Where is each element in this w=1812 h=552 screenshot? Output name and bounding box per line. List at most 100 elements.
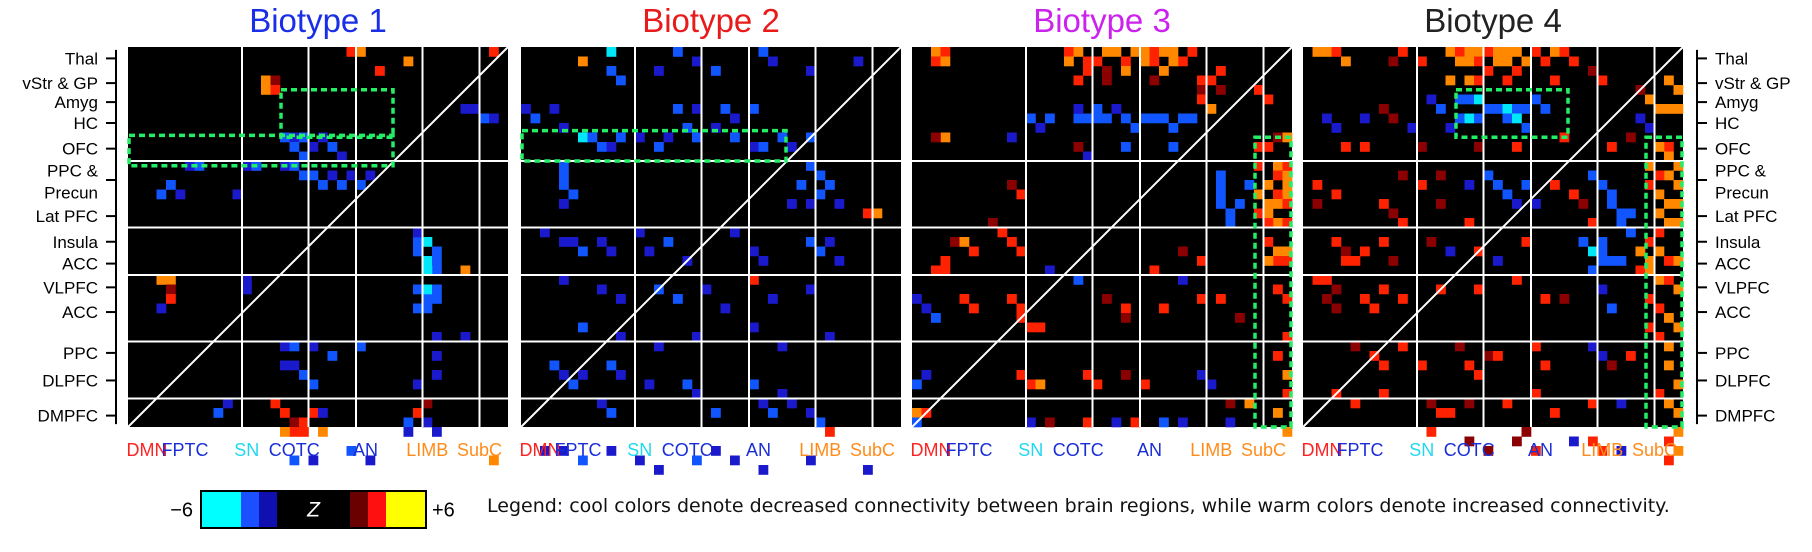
heatmap-cell	[1263, 218, 1274, 228]
heatmap-cell	[673, 294, 683, 304]
heatmap-cell	[1312, 47, 1323, 57]
heatmap-cell	[1483, 351, 1494, 361]
heatmap-cell	[1331, 303, 1342, 314]
heatmap-cell	[1436, 104, 1446, 114]
heatmap-cell	[1664, 341, 1674, 352]
heatmap-cell	[327, 142, 338, 152]
heatmap-cell	[1273, 170, 1283, 181]
heatmap-cell	[1540, 294, 1551, 304]
heatmap-cell	[1341, 142, 1351, 152]
heatmap-cell	[1664, 151, 1674, 162]
network-label: FPTC	[946, 440, 993, 460]
heatmap-cell	[673, 47, 683, 57]
heatmap-cell	[1531, 199, 1541, 209]
heatmap-cell	[1645, 161, 1655, 171]
heatmap-cell	[597, 398, 607, 409]
heatmap-cell	[1512, 47, 1522, 57]
region-label: HC	[73, 114, 98, 133]
heatmap-cell	[413, 408, 423, 418]
heatmap-cell	[1282, 170, 1293, 181]
region-label: Insula	[53, 233, 99, 252]
region-label: ACC	[62, 303, 98, 322]
heatmap-cell	[606, 246, 617, 257]
heatmap-cell	[1083, 370, 1093, 380]
heatmap-cell	[1531, 94, 1541, 105]
heatmap-cell	[1350, 341, 1361, 352]
heatmap-cell	[1654, 303, 1665, 314]
heatmap-cell	[1026, 379, 1036, 390]
heatmap-cell	[1588, 246, 1598, 257]
heatmap-cell	[1083, 66, 1093, 76]
heatmap-cell	[1673, 446, 1684, 456]
heatmap-cell	[796, 180, 807, 190]
highlight-box	[1253, 135, 1293, 429]
heatmap-cell	[568, 237, 579, 247]
heatmap-cell	[1244, 398, 1255, 409]
heatmap-cell	[1282, 256, 1293, 266]
highlight-box	[279, 88, 395, 139]
heatmap-cell	[1616, 218, 1627, 228]
heatmap-cell	[1216, 294, 1226, 304]
heatmap-cell	[758, 256, 769, 266]
region-label: Lat PFC	[1715, 207, 1777, 226]
heatmap-cell	[1282, 199, 1293, 209]
heatmap-cell	[1569, 436, 1579, 447]
panel-title: Biotype 2	[642, 2, 780, 39]
heatmap-cell	[701, 284, 712, 295]
heatmap-cell	[308, 379, 319, 390]
heatmap-cell	[1464, 436, 1475, 447]
heatmap-cell	[1654, 170, 1665, 181]
heatmap-cell	[720, 303, 731, 314]
heatmap-cell	[1388, 256, 1399, 266]
heatmap-cell	[749, 379, 759, 390]
network-label: DMN	[127, 440, 168, 460]
network-label: LIMB	[406, 440, 448, 460]
heatmap-cell	[1398, 341, 1408, 352]
heatmap-cell	[711, 66, 721, 76]
heatmap-cell	[692, 332, 702, 342]
heatmap-cell	[1149, 47, 1160, 57]
heatmap-cell	[1664, 436, 1674, 447]
heatmap-cell	[997, 227, 1008, 238]
region-label: VLPFC	[43, 278, 98, 297]
heatmap-cell	[1502, 47, 1513, 57]
heatmap-cell	[1664, 313, 1674, 323]
heatmap-cell	[1350, 256, 1361, 266]
heatmap-cell	[1398, 294, 1408, 304]
colorscale-swatch	[386, 491, 426, 528]
region-label: Insula	[1715, 233, 1761, 252]
heatmap-cell	[432, 351, 442, 361]
heatmap-cell	[931, 265, 941, 276]
heatmap-cell	[1216, 180, 1226, 190]
heatmap-cell	[479, 113, 490, 124]
heatmap-cell	[1597, 256, 1608, 266]
heatmap-cell	[1445, 75, 1456, 86]
heatmap-cell	[768, 56, 778, 67]
heatmap-cell	[1417, 56, 1427, 67]
heatmap-cell	[1607, 189, 1617, 200]
heatmap-cell	[1225, 417, 1236, 428]
heatmap-cell	[1597, 351, 1608, 361]
heatmap-cell	[1569, 56, 1579, 67]
heatmap-cell	[1569, 189, 1579, 200]
heatmap-cell	[1282, 246, 1293, 257]
heatmap-cell	[587, 132, 598, 143]
heatmap-cell	[1673, 161, 1684, 171]
heatmap-cell	[682, 123, 693, 133]
heatmap-cell	[921, 370, 932, 380]
heatmap-cell	[318, 132, 328, 143]
heatmap-cell	[1597, 180, 1608, 190]
heatmap-cell	[606, 408, 617, 418]
heatmap-cell	[521, 104, 531, 114]
heatmap-cell	[1445, 123, 1456, 133]
heatmap-cell	[1626, 227, 1636, 238]
heatmap-cell	[1474, 370, 1484, 380]
heatmap-cell	[270, 75, 281, 86]
heatmap-cell	[1322, 47, 1332, 57]
heatmap-cell	[422, 417, 433, 428]
heatmap-cell	[422, 237, 433, 247]
heatmap-cell	[1654, 189, 1665, 200]
heatmap-cell	[1616, 256, 1627, 266]
heatmap-cell	[787, 199, 797, 209]
heatmap-cell	[1360, 113, 1370, 124]
